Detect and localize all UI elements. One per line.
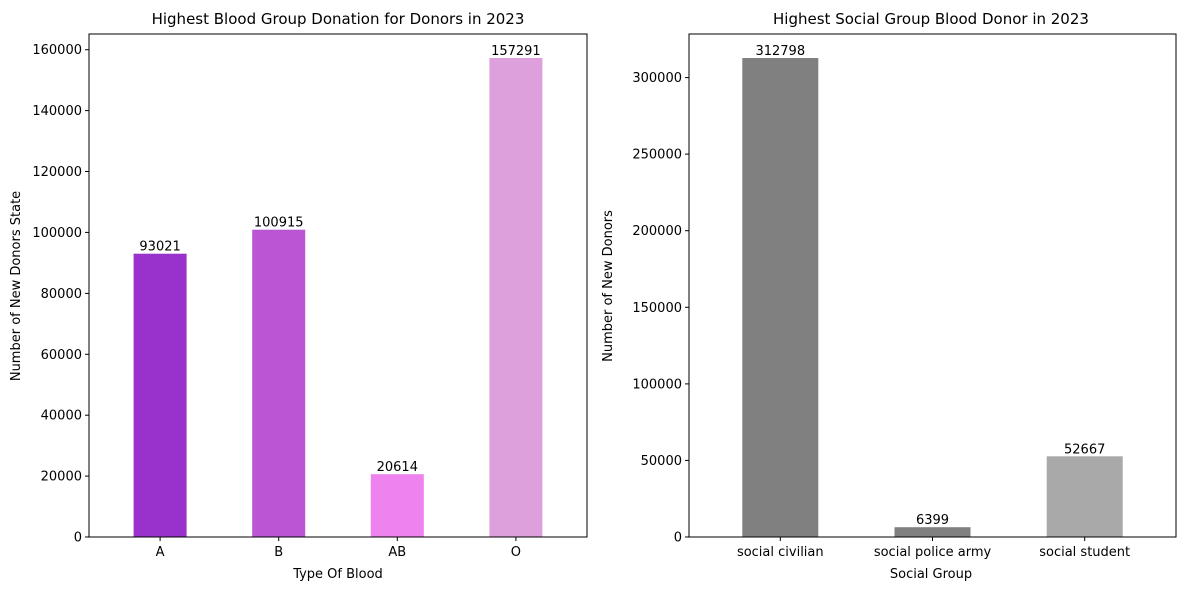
bar [1046,456,1123,537]
data-label: 93021 [139,240,180,255]
bar [133,253,187,537]
data-label: 52667 [1064,442,1105,457]
y-tick-label: 60000 [41,348,82,363]
blood-group-chart: Highest Blood Group Donation for Donors … [9,10,588,582]
y-tick-label: 0 [74,531,82,546]
bar [252,229,306,537]
bar [742,58,819,537]
x-tick-label: A [156,545,165,560]
bar [489,58,543,537]
chart-title: Highest Blood Group Donation for Donors … [152,10,525,28]
y-tick-label: 200000 [632,224,682,239]
x-tick-label: AB [388,545,406,560]
bar [894,527,971,537]
plot-frame [88,33,588,538]
data-label: 157291 [491,44,541,59]
y-tick-label: 80000 [41,287,82,302]
y-axis-label: Number of New Donors [601,210,616,362]
y-tick-label: 140000 [32,104,82,119]
x-axis-label: Social Group [890,567,972,582]
y-tick-label: 100000 [632,377,682,392]
x-tick-label: B [274,545,283,560]
chart-marks: 312798 social civilian 6399 social police a… [632,44,1130,560]
chart-title: Highest Social Group Blood Donor in 2023 [773,10,1089,28]
data-label: 100915 [254,216,304,231]
data-label: 6399 [916,513,949,528]
y-tick-label: 300000 [632,71,682,86]
y-tick-label: 120000 [32,165,82,180]
y-tick-label: 150000 [632,301,682,316]
y-tick-label: 0 [674,531,682,546]
plot-frame [688,33,1177,538]
x-tick-label: social civilian [737,545,824,560]
y-tick-label: 160000 [32,43,82,58]
y-tick-label: 50000 [641,454,682,469]
data-label: 20614 [377,460,418,475]
bar [370,474,424,537]
y-tick-label: 250000 [632,148,682,163]
x-tick-label: social student [1039,545,1130,560]
data-label: 312798 [755,44,805,59]
chart-marks: 93021 A 100915 B 20614 AB 157291 O 0 20000 40000 60… [32,43,543,560]
x-axis-label: Type Of Blood [292,567,383,582]
social-group-chart: Highest Social Group Blood Donor in 2023… [601,10,1177,582]
y-tick-label: 20000 [41,470,82,485]
x-tick-label: O [511,545,521,560]
x-tick-label: social police army [874,545,992,560]
y-axis-label: Number of New Donors State [9,191,24,381]
y-tick-label: 100000 [32,226,82,241]
y-tick-label: 40000 [41,409,82,424]
